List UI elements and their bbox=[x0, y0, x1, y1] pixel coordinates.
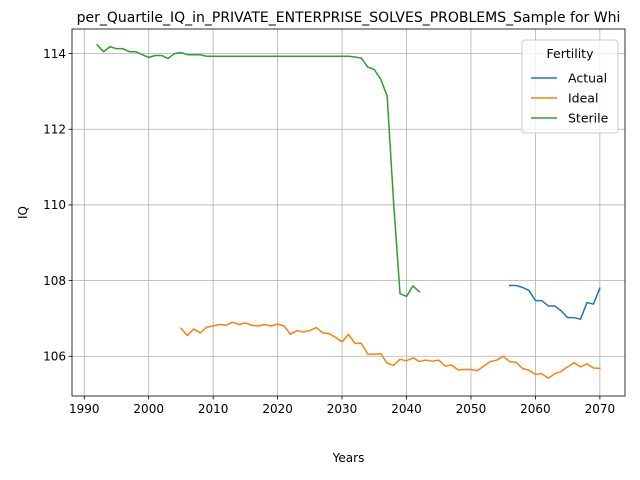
y-axis-ticks: 106 108 110 112 114 bbox=[43, 47, 72, 364]
legend-label-actual: Actual bbox=[568, 71, 607, 86]
legend: Fertility Actual Ideal Sterile bbox=[521, 39, 619, 134]
x-tick-label: 2040 bbox=[391, 402, 422, 416]
x-tick-label: 2010 bbox=[198, 402, 229, 416]
legend-box bbox=[521, 39, 619, 134]
y-tick-label: 112 bbox=[43, 123, 66, 137]
x-tick-label: 2000 bbox=[133, 402, 164, 416]
y-tick-label: 106 bbox=[43, 350, 66, 364]
plot-frame bbox=[71, 28, 626, 397]
y-tick-label: 114 bbox=[43, 47, 66, 61]
x-tick-label: 2030 bbox=[327, 402, 358, 416]
series-line-ideal bbox=[179, 321, 601, 379]
legend-label-sterile: Sterile bbox=[568, 111, 609, 126]
series-line-actual bbox=[508, 284, 601, 320]
x-tick-label: 2050 bbox=[456, 402, 487, 416]
legend-title: Fertility bbox=[547, 46, 595, 61]
x-axis-ticks: 1990 2000 2010 2020 2030 2040 2050 2060 2070 bbox=[69, 396, 615, 416]
series-lines bbox=[96, 43, 601, 379]
chart-title: per_Quartile_IQ_in_PRIVATE_ENTERPRISE_SO… bbox=[77, 10, 621, 26]
y-tick-label: 108 bbox=[43, 274, 66, 288]
x-tick-label: 1990 bbox=[69, 402, 100, 416]
x-axis-label: Years bbox=[332, 451, 365, 465]
legend-label-ideal: Ideal bbox=[568, 91, 598, 106]
x-tick-label: 2070 bbox=[585, 402, 616, 416]
y-tick-label: 110 bbox=[43, 198, 66, 212]
y-axis-label: IQ bbox=[16, 206, 30, 219]
x-tick-label: 2060 bbox=[520, 402, 551, 416]
series-line-sterile bbox=[96, 43, 421, 298]
x-tick-label: 2020 bbox=[262, 402, 293, 416]
